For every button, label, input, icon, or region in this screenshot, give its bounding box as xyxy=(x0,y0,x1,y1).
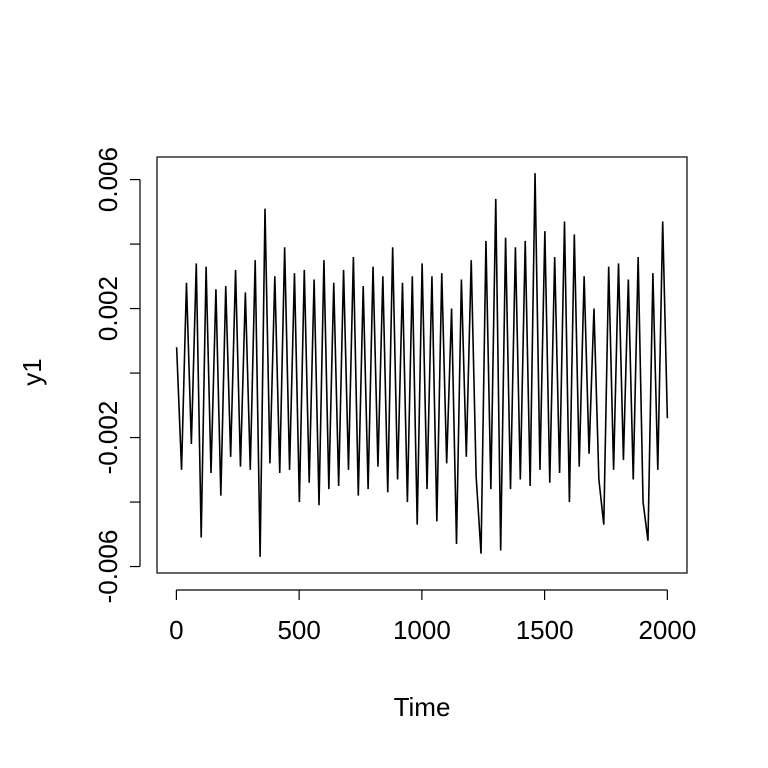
x-tick-label: 2000 xyxy=(638,615,696,645)
x-tick-label: 1000 xyxy=(393,615,451,645)
y-tick-label: 0.006 xyxy=(93,147,123,212)
x-tick-label: 500 xyxy=(277,615,320,645)
y-tick-label: -0.002 xyxy=(93,401,123,475)
x-tick-label: 1500 xyxy=(516,615,574,645)
y-tick-label: 0.002 xyxy=(93,276,123,341)
x-tick-label: 0 xyxy=(169,615,183,645)
y-axis-label: y1 xyxy=(17,358,47,385)
plot-box xyxy=(156,156,688,574)
y-tick-label: -0.006 xyxy=(93,530,123,604)
x-axis-label: Time xyxy=(394,692,451,722)
series-line xyxy=(175,173,669,557)
